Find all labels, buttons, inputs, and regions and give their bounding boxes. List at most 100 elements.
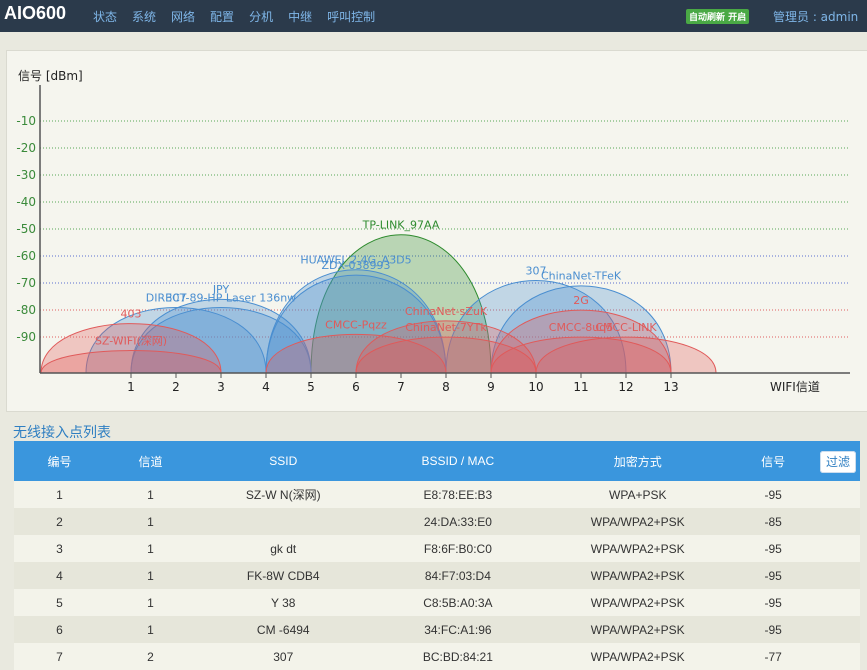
- table-cell: 84:F7:03:D4: [370, 562, 546, 589]
- table-cell: [816, 562, 860, 589]
- series-label: ChinaNet-TFeK: [541, 270, 622, 283]
- series-label: SZ-WIFI(深网): [95, 335, 167, 348]
- table-cell: 7: [14, 643, 105, 670]
- table-cell: 2: [14, 508, 105, 535]
- nav-status[interactable]: 状态: [93, 10, 118, 24]
- table-row[interactable]: 2 1 24:DA:33:E0 WPA/WPA2+PSK -85: [14, 508, 860, 535]
- x-tick-label: 9: [487, 380, 495, 394]
- table-cell: WPA/WPA2+PSK: [545, 508, 731, 535]
- nav-config[interactable]: 配置: [210, 10, 235, 24]
- y-tick-label: -90: [16, 330, 36, 344]
- table-cell: [816, 508, 860, 535]
- col-bssid: BSSID / MAC: [370, 441, 546, 481]
- series-area: [265, 334, 447, 374]
- x-tick-label: 5: [307, 380, 315, 394]
- y-tick-label: -70: [16, 276, 36, 290]
- x-tick-label: 10: [528, 380, 543, 394]
- y-tick-label: -80: [16, 303, 36, 317]
- series-label: CMCC-8uq5: [549, 321, 613, 334]
- nav-network[interactable]: 网络: [171, 10, 196, 24]
- col-encryption: 加密方式: [545, 441, 731, 481]
- table-cell: [195, 508, 371, 535]
- series-area: [130, 307, 312, 374]
- table-row[interactable]: 7 2 307 BC:BD:84:21 WPA/WPA2+PSK -77: [14, 643, 860, 670]
- table-cell: 3: [14, 535, 105, 562]
- nav-system[interactable]: 系统: [132, 10, 157, 24]
- table-row[interactable]: 3 1 gk dt F8:6F:B0:C0 WPA/WPA2+PSK -95: [14, 535, 860, 562]
- table-row[interactable]: 6 1 CM -6494 34:FC:A1:96 WPA/WPA2+PSK -95: [14, 616, 860, 643]
- table-cell: C8:5B:A0:3A: [370, 589, 546, 616]
- table-cell: 5: [14, 589, 105, 616]
- table-header-row: 编号 信道 SSID BSSID / MAC 加密方式 信号 过滤: [14, 441, 860, 481]
- series-label: ZDX-038993: [322, 259, 391, 272]
- table-cell: [816, 616, 860, 643]
- table-cell: 6: [14, 616, 105, 643]
- table-cell: 2: [104, 643, 196, 670]
- table-cell: -95: [730, 562, 817, 589]
- table-cell: -85: [730, 508, 817, 535]
- series-area: [265, 274, 447, 374]
- table-cell: WPA/WPA2+PSK: [545, 616, 731, 643]
- series-label: DIRECT-89-HP Laser 136nw: [146, 291, 296, 304]
- table-cell: CM -6494: [195, 616, 371, 643]
- filter-button[interactable]: 过滤: [820, 450, 857, 473]
- x-tick-label: 4: [262, 380, 270, 394]
- table-cell: -95: [730, 589, 817, 616]
- series-area: [445, 280, 627, 374]
- col-ssid: SSID: [195, 441, 371, 481]
- series-label: CMCC-Pqzz: [325, 318, 387, 331]
- table-cell: -95: [730, 481, 817, 508]
- admin-user-link[interactable]: 管理员 : admin: [773, 10, 859, 24]
- table-cell: 307: [195, 643, 371, 670]
- table-cell: BC:BD:84:21: [370, 643, 546, 670]
- table-row[interactable]: 1 1 SZ-W N(深网) E8:78:EE:B3 WPA+PSK -95: [14, 481, 860, 508]
- y-axis-label: 信号 [dBm]: [18, 69, 83, 83]
- series-label: 307: [526, 264, 547, 277]
- x-tick-label: 11: [573, 380, 588, 394]
- table-cell: [816, 589, 860, 616]
- nav-call-control[interactable]: 呼叫控制: [327, 10, 376, 24]
- top-bar: AIO600 状态 系统 网络 配置 分机 中继 呼叫控制 自动刷新 开启 管理…: [0, 0, 867, 32]
- ap-table: 编号 信道 SSID BSSID / MAC 加密方式 信号 过滤 1 1 SZ-W…: [14, 441, 860, 670]
- nav-extension[interactable]: 分机: [249, 10, 274, 24]
- table-cell: WPA/WPA2+PSK: [545, 535, 731, 562]
- table-cell: 34:FC:A1:96: [370, 616, 546, 643]
- ap-list-title: 无线接入点列表: [13, 425, 111, 441]
- y-tick-label: -60: [16, 249, 36, 263]
- x-tick-label: 8: [442, 380, 450, 394]
- series-label: ChinaNet-7YTk: [405, 321, 487, 334]
- col-id: 编号: [14, 441, 105, 481]
- series-area: [490, 336, 672, 374]
- series-area: [40, 323, 222, 374]
- nav-trunk[interactable]: 中继: [288, 10, 313, 24]
- series-label: CMCC-LINK: [595, 321, 657, 334]
- logo[interactable]: AIO600: [4, 3, 67, 23]
- series-label: 403: [121, 308, 142, 321]
- table-cell: FK-8W CDB4: [195, 562, 371, 589]
- x-tick-label: 13: [663, 380, 678, 394]
- chart-panel: [6, 50, 867, 412]
- x-tick-label: 6: [352, 380, 360, 394]
- table-cell: [816, 535, 860, 562]
- auto-refresh-badge[interactable]: 自动刷新 开启: [686, 9, 750, 24]
- table-cell: 1: [104, 481, 196, 508]
- y-tick-label: -30: [16, 168, 36, 182]
- table-cell: 1: [104, 589, 196, 616]
- table-cell: Y 38: [195, 589, 371, 616]
- table-cell: 1: [104, 616, 196, 643]
- series-label: JPY: [212, 283, 230, 296]
- table-cell: 1: [104, 508, 196, 535]
- x-tick-label: 1: [127, 380, 135, 394]
- table-row[interactable]: 4 1 FK-8W CDB4 84:F7:03:D4 WPA/WPA2+PSK -95: [14, 562, 860, 589]
- x-tick-label: 12: [618, 380, 633, 394]
- table-cell: WPA/WPA2+PSK: [545, 589, 731, 616]
- table-cell: F8:6F:B0:C0: [370, 535, 546, 562]
- series-label: 2G: [573, 294, 589, 307]
- series-area: [535, 336, 717, 374]
- series-area: [40, 350, 222, 374]
- table-cell: 24:DA:33:E0: [370, 508, 546, 535]
- series-area: [355, 320, 537, 374]
- wifi-channel-chart: -10 -20 -30 -40 -50 -60 -70 -80 -90 TP-LINK_97AA C…: [16, 69, 850, 394]
- series-label: ChinaNet-sZuK: [405, 305, 488, 318]
